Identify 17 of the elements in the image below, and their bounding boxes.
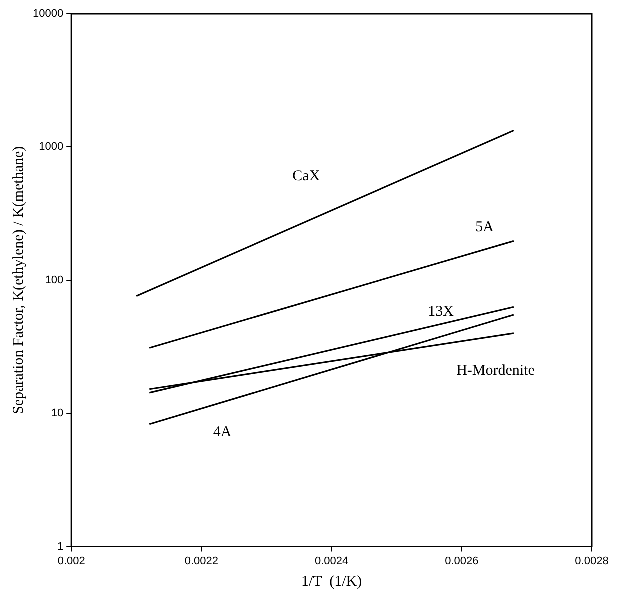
- x-tick-label: 0.002: [58, 555, 86, 568]
- x-tick-label: 0.0028: [575, 555, 609, 568]
- y-tick-label: 1: [57, 540, 64, 553]
- y-tick-label: 100: [45, 274, 64, 286]
- x-tick-label: 0.0026: [445, 555, 479, 568]
- x-axis-title: 1/T (1/K): [302, 574, 362, 590]
- series-label: 13X: [428, 304, 454, 320]
- series-label: H-Mordenite: [456, 363, 536, 380]
- x-tick-label: 0.0022: [184, 555, 219, 568]
- series-label: CaX: [292, 168, 320, 185]
- y-tick-label: 1000: [39, 141, 64, 154]
- x-tick-label: 0.0024: [314, 555, 349, 568]
- y-tick-label: 10000: [32, 8, 64, 20]
- series-label: 4A: [213, 424, 232, 440]
- series-label: 5A: [476, 220, 494, 236]
- y-axis-title: Separation Factor, K(ethylene) / K(methane): [10, 146, 27, 414]
- y-tick-label: 10: [51, 408, 64, 420]
